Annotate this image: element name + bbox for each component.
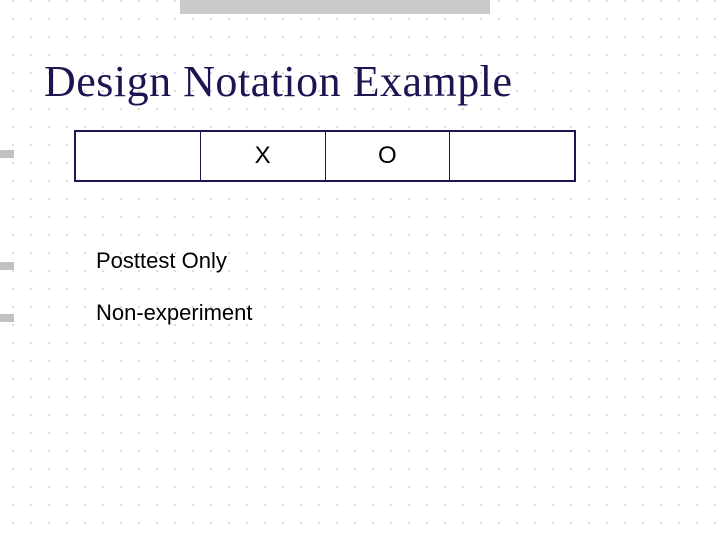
left-margin-tab [0,150,14,158]
left-margin-tab [0,314,14,322]
left-margin-tab [0,262,14,270]
table-cell: O [326,132,451,180]
table-cell: X [201,132,326,180]
decorative-top-bar [180,0,490,14]
table-cell [450,132,574,180]
slide: Design Notation Example X O Posttest Onl… [0,0,720,540]
caption-line-1: Posttest Only [96,248,227,274]
notation-table: X O [74,130,576,182]
table-cell [76,132,201,180]
slide-title: Design Notation Example [44,56,513,107]
caption-line-2: Non-experiment [96,300,253,326]
